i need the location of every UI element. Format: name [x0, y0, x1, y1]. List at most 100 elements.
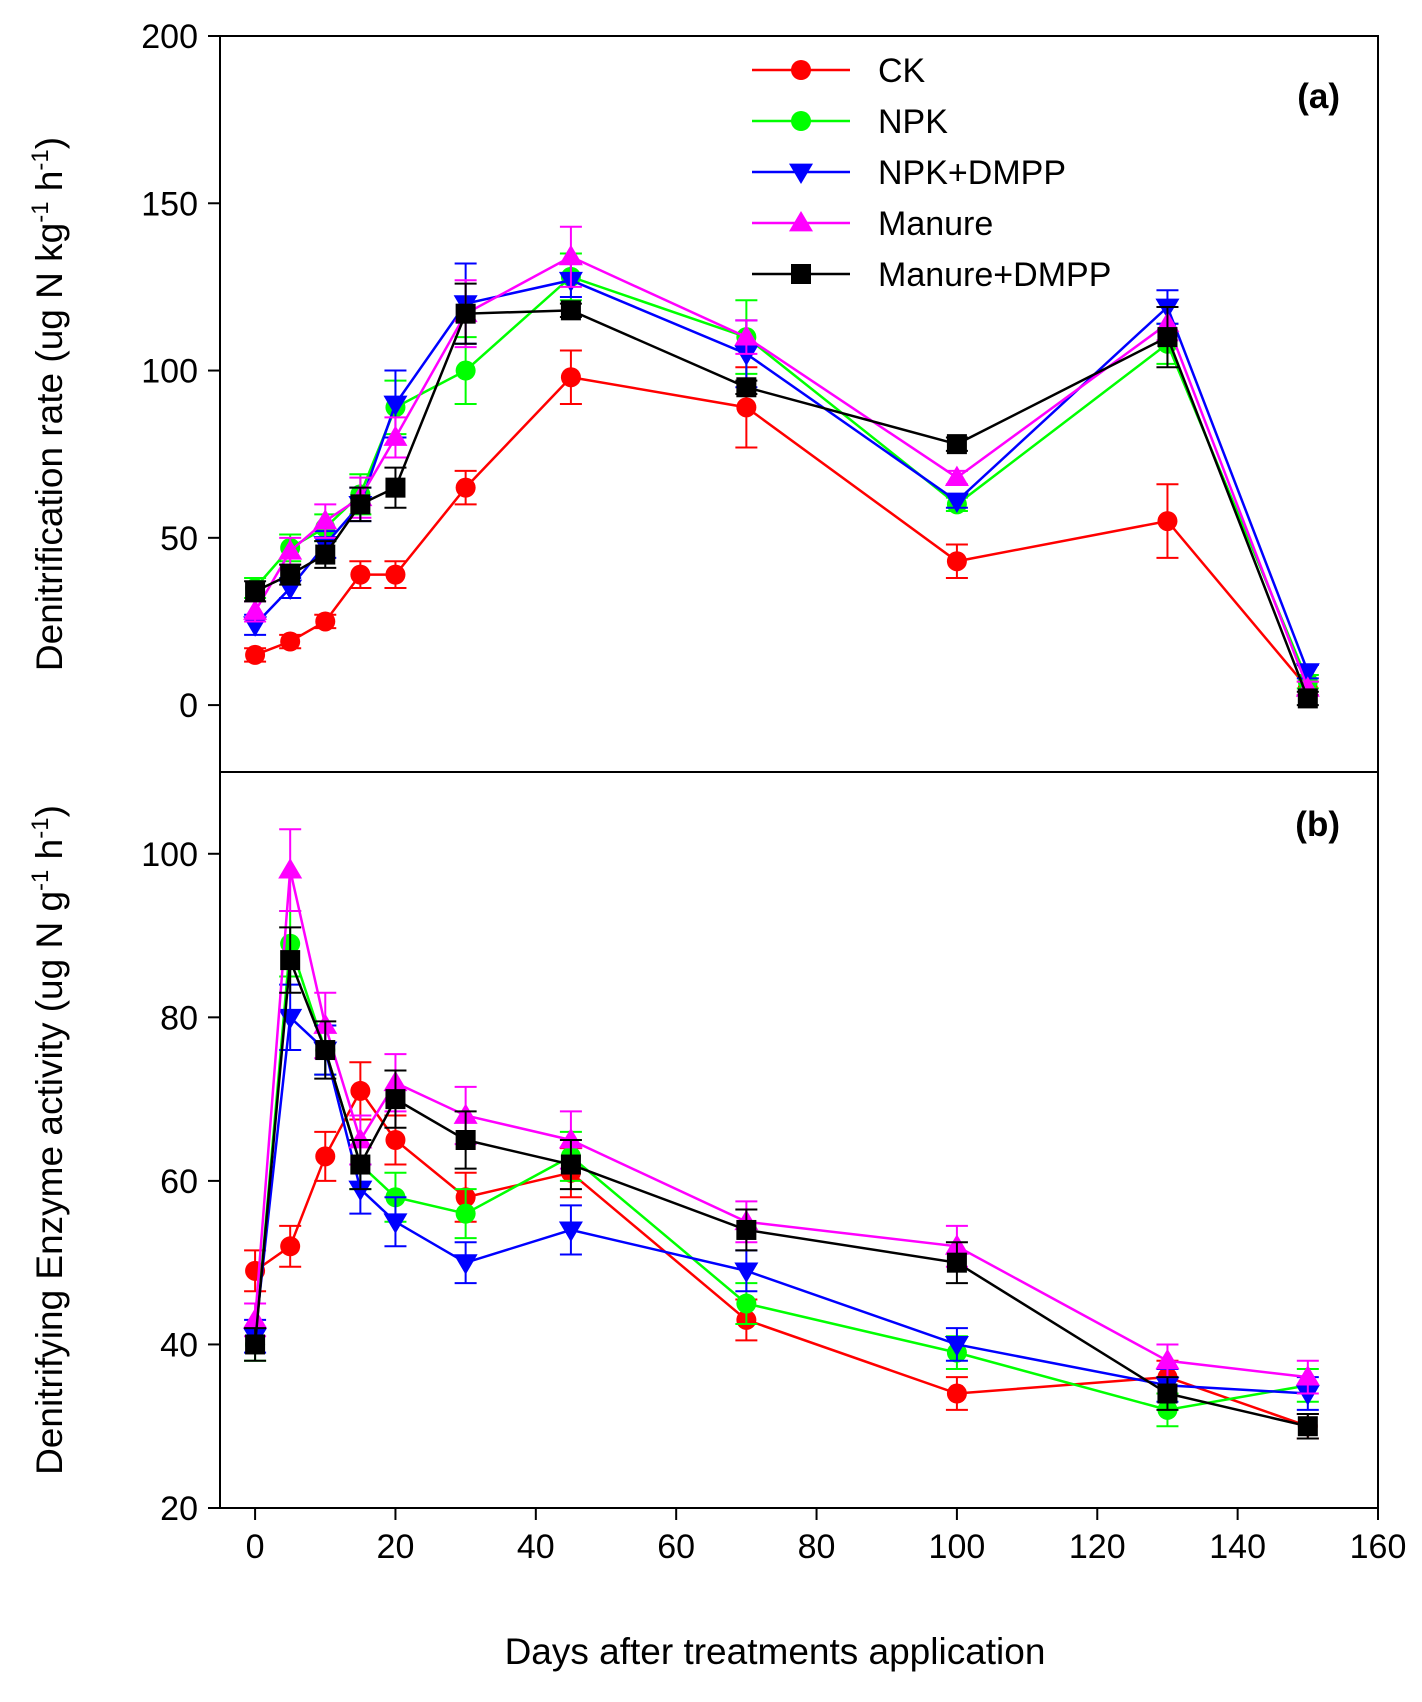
legend-label: CK: [878, 52, 926, 90]
data-point: [280, 631, 301, 652]
data-point: [560, 1154, 581, 1175]
y-tick-label: 100: [141, 836, 198, 874]
y-tick-label: 0: [179, 687, 198, 725]
legend: CK NPK NPK+DMPP Manure Manure+DMPP: [752, 52, 1111, 294]
y-tick-label: 40: [160, 1326, 198, 1364]
series-manure: [243, 828, 1320, 1395]
y-tick-label: 150: [141, 185, 198, 223]
data-point: [1157, 327, 1178, 348]
data-point: [453, 1254, 478, 1275]
data-point: [315, 544, 336, 565]
data-point: [946, 1383, 967, 1404]
series-manure-dmpp: [244, 282, 1319, 709]
series-ck: [244, 349, 1319, 699]
panel-b-label: (b): [1295, 805, 1340, 844]
data-point: [385, 477, 406, 498]
data-point: [385, 1089, 406, 1110]
legend-item: NPK: [752, 103, 948, 141]
data-point: [736, 377, 757, 398]
y-tick-label: 20: [160, 1490, 198, 1528]
data-point: [383, 395, 408, 416]
data-point: [560, 300, 581, 321]
y-axis-title-a: Denitrification rate (ug N kg-1 h-1): [27, 137, 70, 671]
data-point: [383, 1213, 408, 1234]
series-npk: [244, 910, 1319, 1428]
data-point: [245, 1334, 266, 1355]
data-point: [558, 1128, 583, 1149]
x-tick-label: 0: [246, 1528, 265, 1566]
data-point: [350, 494, 371, 515]
legend-label: Manure+DMPP: [878, 256, 1111, 294]
data-point: [734, 1262, 759, 1283]
data-point: [455, 477, 476, 498]
data-point: [558, 244, 583, 266]
data-point: [455, 1203, 476, 1224]
data-point: [315, 1040, 336, 1061]
panel-a-label: (a): [1297, 77, 1340, 116]
series-layer-a: [243, 225, 1320, 709]
y-tick-label: 50: [160, 520, 198, 558]
data-point: [243, 1307, 268, 1329]
data-point: [558, 1221, 583, 1242]
data-point: [560, 367, 581, 388]
panel-b-frame: [219, 771, 1379, 1509]
x-tick-label: 140: [1209, 1528, 1266, 1566]
x-tick-label: 60: [657, 1528, 695, 1566]
data-point: [1157, 511, 1178, 532]
data-point: [1297, 688, 1318, 709]
y-tick-label: 200: [141, 18, 198, 56]
series-line: [254, 309, 1309, 699]
x-tick-label: 40: [517, 1528, 555, 1566]
series-layer-b: [243, 828, 1320, 1440]
data-point: [280, 564, 301, 585]
data-point: [946, 551, 967, 572]
data-point: [243, 599, 268, 620]
data-point: [245, 581, 266, 602]
series-npk-dmpp: [243, 262, 1320, 684]
x-tick-label: 160: [1350, 1528, 1407, 1566]
series-line: [253, 943, 1309, 1412]
data-point: [278, 539, 303, 560]
data-point: [734, 325, 759, 346]
legend-item: CK: [752, 52, 926, 90]
data-point: [1295, 1365, 1320, 1386]
legend-item: Manure+DMPP: [752, 256, 1111, 294]
data-point: [385, 1130, 406, 1150]
data-point: [280, 1236, 301, 1257]
y-axis-title-b: Denitrifying Enzyme activity (ug N g-1 h…: [27, 805, 70, 1475]
legend-marker: [791, 264, 811, 284]
data-point: [455, 360, 476, 381]
legend-item: NPK+DMPP: [752, 154, 1066, 192]
data-point: [1155, 1348, 1180, 1370]
legend-marker: [789, 163, 813, 184]
y-tick-label: 80: [160, 999, 198, 1037]
data-point: [278, 858, 303, 879]
series-ck: [244, 1061, 1319, 1440]
data-point: [350, 564, 371, 585]
ticks-layer: 0 20 40 60 80 100 120 140 160 0 50 100 150 200 20 40 60 8…: [141, 18, 1406, 1566]
data-point: [944, 492, 969, 514]
legend-marker: [789, 211, 813, 232]
data-point: [455, 303, 476, 324]
data-point: [734, 345, 759, 366]
legend-marker: [791, 111, 811, 131]
data-point: [313, 509, 338, 530]
data-point: [315, 1146, 336, 1167]
x-tick-label: 20: [377, 1528, 415, 1566]
data-point: [1295, 1385, 1320, 1406]
series-line: [254, 1088, 1309, 1428]
data-point: [1297, 1416, 1318, 1437]
data-point: [385, 564, 406, 585]
data-point: [348, 1180, 373, 1202]
data-point: [383, 425, 408, 446]
data-point: [315, 611, 336, 632]
series-line: [254, 375, 1309, 690]
data-point: [350, 1154, 371, 1175]
data-point: [1157, 1383, 1178, 1404]
data-point: [736, 397, 757, 418]
data-point: [245, 644, 266, 665]
data-point: [350, 1080, 371, 1101]
data-point: [944, 465, 969, 486]
series-line: [253, 1014, 1308, 1395]
